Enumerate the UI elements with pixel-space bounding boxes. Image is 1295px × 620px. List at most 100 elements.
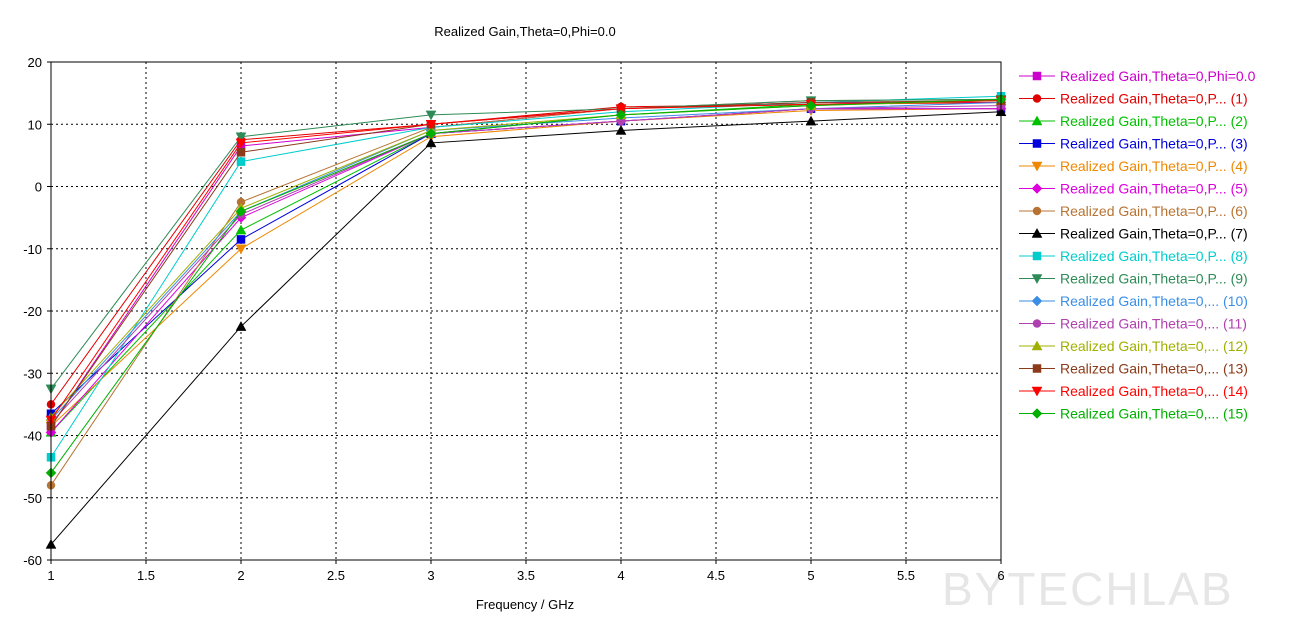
data-point <box>425 128 437 139</box>
legend-label: Realized Gain,Theta=0,P... (6) <box>1060 203 1248 219</box>
legend-item[interactable]: Realized Gain,Theta=0,... (10) <box>1019 293 1248 309</box>
legend-item[interactable]: Realized Gain,Theta=0,... (15) <box>1019 406 1248 422</box>
legend-item[interactable]: Realized Gain,Theta=0,P... (2) <box>1019 113 1248 129</box>
legend-label: Realized Gain,Theta=0,Phi=0.0 <box>1060 68 1256 84</box>
series-10 <box>45 97 1007 426</box>
y-tick-label: 10 <box>28 117 42 132</box>
x-tick-label: 1.5 <box>137 568 155 583</box>
legend-marker <box>1032 139 1042 148</box>
chart-title: Realized Gain,Theta=0,Phi=0.0 <box>434 24 615 39</box>
legend-label: Realized Gain,Theta=0,... (11) <box>1060 316 1247 332</box>
y-tick-label: -30 <box>23 366 42 381</box>
y-tick-label: -50 <box>23 491 42 506</box>
legend-item[interactable]: Realized Gain,Theta=0,P... (9) <box>1019 271 1248 287</box>
series-layer <box>45 91 1007 549</box>
data-point <box>615 104 627 115</box>
data-point <box>425 120 437 130</box>
series-line <box>50 105 1002 424</box>
y-tick-label: -60 <box>23 553 42 568</box>
legend-label: Realized Gain,Theta=0,P... (7) <box>1060 226 1248 242</box>
legend-label: Realized Gain,Theta=0,... (12) <box>1060 338 1248 354</box>
x-tick-label: 2.5 <box>327 568 345 583</box>
legend-marker <box>1031 161 1043 172</box>
y-tick-label: -10 <box>23 242 42 257</box>
legend[interactable]: Realized Gain,Theta=0,Phi=0.0 Realized Ga… <box>1019 68 1256 422</box>
watermark: BYTECHLAB <box>942 563 1234 615</box>
legend-item[interactable]: Realized Gain,Theta=0,Phi=0.0 <box>1019 68 1256 84</box>
data-point <box>235 321 247 331</box>
legend-marker <box>1032 71 1042 81</box>
data-point <box>236 235 246 244</box>
series-line <box>50 95 1002 458</box>
series-line <box>50 111 1002 545</box>
legend-marker <box>1031 274 1043 285</box>
legend-marker <box>1032 94 1042 103</box>
legend-item[interactable]: Realized Gain,Theta=0,P... (1) <box>1019 91 1248 107</box>
x-tick-label: 5 <box>807 568 814 583</box>
legend-label: Realized Gain,Theta=0,P... (2) <box>1060 113 1248 129</box>
legend-label: Realized Gain,Theta=0,P... (3) <box>1060 136 1248 152</box>
legend-marker <box>1031 115 1043 126</box>
legend-item[interactable]: Realized Gain,Theta=0,... (13) <box>1019 361 1248 377</box>
legend-label: Realized Gain,Theta=0,... (15) <box>1060 406 1248 422</box>
legend-marker <box>1032 364 1042 373</box>
legend-marker <box>1031 386 1043 397</box>
data-point <box>235 244 247 255</box>
data-point <box>236 157 246 166</box>
legend-item[interactable]: Realized Gain,Theta=0,P... (3) <box>1019 136 1248 152</box>
series-line <box>50 100 1002 421</box>
legend-marker <box>1031 295 1043 307</box>
legend-label: Realized Gain,Theta=0,... (13) <box>1060 361 1248 377</box>
legend-marker <box>1031 227 1043 238</box>
legend-label: Realized Gain,Theta=0,P... (8) <box>1060 248 1248 264</box>
legend-item[interactable]: Realized Gain,Theta=0,P... (5) <box>1019 181 1248 197</box>
legend-marker <box>1032 319 1042 328</box>
data-point <box>236 148 246 157</box>
legend-marker <box>1031 183 1043 194</box>
y-tick-label: 20 <box>28 55 42 70</box>
x-axis-label: Frequency / GHz <box>476 597 574 612</box>
legend-marker <box>1031 408 1043 419</box>
y-tick-label: -40 <box>23 429 42 444</box>
x-tick-label: 3.5 <box>517 568 535 583</box>
data-point <box>805 100 817 111</box>
y-tick-label: 0 <box>35 180 42 195</box>
x-tick-label: 3 <box>427 568 434 583</box>
tick-labels: 1 1.5 2 2.5 3 3.5 4 4.5 5 5.5 6 20 10 0 -10 -20 -30 -40 -5… <box>23 55 1004 583</box>
legend-label: Realized Gain,Theta=0,P... (9) <box>1060 271 1248 287</box>
data-point <box>615 124 627 135</box>
legend-marker <box>1032 251 1042 261</box>
series-line <box>50 98 1002 390</box>
legend-item[interactable]: Realized Gain,Theta=0,P... (4) <box>1019 158 1248 174</box>
legend-label: Realized Gain,Theta=0,... (10) <box>1060 293 1248 309</box>
series-line <box>50 98 1002 474</box>
legend-item[interactable]: Realized Gain,Theta=0,P... (6) <box>1019 203 1248 219</box>
y-tick-label: -20 <box>23 304 42 319</box>
legend-item[interactable]: Realized Gain,Theta=0,P... (7) <box>1019 226 1248 242</box>
legend-label: Realized Gain,Theta=0,P... (1) <box>1060 91 1248 107</box>
data-point <box>235 224 247 235</box>
series-14 <box>45 96 1007 426</box>
legend-label: Realized Gain,Theta=0,P... (5) <box>1060 181 1248 197</box>
x-tick-label: 6 <box>997 568 1004 583</box>
legend-label: Realized Gain,Theta=0,... (14) <box>1060 383 1248 399</box>
series-15 <box>45 93 1007 479</box>
legend-item[interactable]: Realized Gain,Theta=0,... (12) <box>1019 338 1248 354</box>
x-tick-label: 5.5 <box>897 568 915 583</box>
legend-item[interactable]: Realized Gain,Theta=0,... (14) <box>1019 383 1248 399</box>
legend-marker <box>1031 340 1043 351</box>
legend-label: Realized Gain,Theta=0,P... (4) <box>1060 158 1248 174</box>
plot-frame <box>50 61 1002 561</box>
data-point <box>235 132 247 143</box>
series-9 <box>45 95 1007 395</box>
legend-item[interactable]: Realized Gain,Theta=0,P... (8) <box>1019 248 1248 264</box>
x-tick-label: 4.5 <box>707 568 725 583</box>
series-line <box>50 108 1002 427</box>
data-point <box>615 109 627 121</box>
series-3 <box>46 104 1006 418</box>
legend-marker <box>1032 206 1042 216</box>
legend-item[interactable]: Realized Gain,Theta=0,... (11) <box>1019 316 1247 332</box>
x-tick-label: 2 <box>237 568 244 583</box>
data-point <box>805 115 817 126</box>
